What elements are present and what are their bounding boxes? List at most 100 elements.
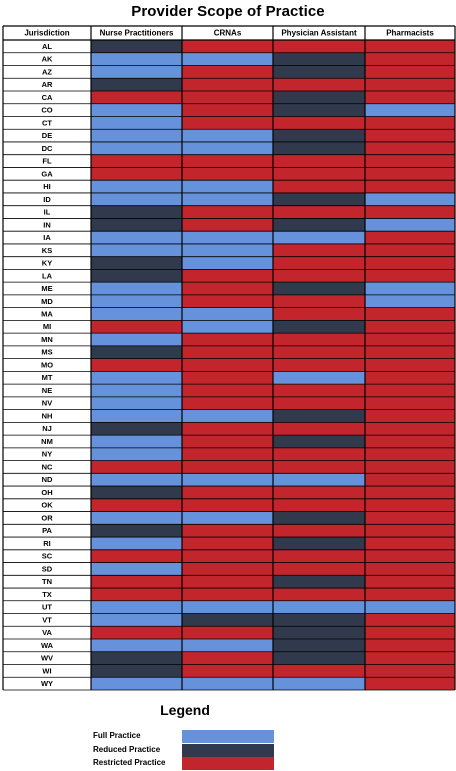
jurisdiction-label-oh: OH (41, 488, 52, 497)
cell-ma-2 (182, 307, 273, 321)
cell-nv-3 (273, 396, 365, 410)
cell-az-1 (91, 65, 182, 79)
cell-ri-1 (91, 537, 182, 550)
cell-ne-1 (91, 384, 182, 397)
cell-nc-2 (182, 460, 273, 474)
cell-tx-4 (365, 588, 455, 601)
cell-ma-4 (365, 307, 455, 321)
cell-oh-2 (182, 486, 273, 499)
cell-nc-1 (91, 460, 182, 474)
cell-ms-1 (91, 345, 182, 359)
cell-id-2 (182, 192, 273, 206)
cell-de-4 (365, 129, 455, 142)
cell-nm-4 (365, 435, 455, 448)
jurisdiction-label-me: ME (41, 284, 52, 293)
cell-wi-1 (91, 664, 182, 678)
jurisdiction-label-dc: DC (42, 144, 53, 153)
cell-ok-1 (91, 498, 182, 512)
legend-title: Legend (160, 702, 210, 718)
header-crnas: CRNAs (214, 29, 242, 38)
cell-ar-2 (182, 78, 273, 91)
jurisdiction-label-nc: NC (42, 462, 53, 471)
cell-sc-4 (365, 549, 455, 563)
cell-al-4 (365, 40, 455, 53)
header-nurse-practitioners: Nurse Practitioners (100, 29, 174, 38)
cell-ma-3 (273, 307, 365, 321)
jurisdiction-label-ok: OK (41, 501, 53, 510)
cell-tn-2 (182, 575, 273, 589)
cell-mt-4 (365, 371, 455, 385)
cell-ut-2 (182, 600, 273, 614)
cell-fl-2 (182, 154, 273, 168)
jurisdiction-label-ks: KS (42, 246, 52, 255)
cell-in-3 (273, 218, 365, 232)
cell-il-3 (273, 205, 365, 219)
cell-wi-3 (273, 664, 365, 678)
jurisdiction-label-ak: AK (42, 55, 53, 64)
cell-vt-4 (365, 613, 455, 627)
cell-nj-4 (365, 422, 455, 436)
header-physician-assistant: Physician Assistant (281, 29, 357, 38)
cell-nh-3 (273, 409, 365, 423)
cell-la-1 (91, 269, 182, 283)
jurisdiction-label-nd: ND (42, 475, 53, 484)
cell-ny-2 (182, 447, 273, 461)
cell-ri-4 (365, 537, 455, 550)
jurisdiction-label-ga: GA (41, 169, 53, 178)
jurisdiction-label-ne: NE (42, 386, 52, 395)
cell-id-3 (273, 192, 365, 206)
cell-ut-1 (91, 600, 182, 614)
cell-ne-3 (273, 384, 365, 397)
cell-ks-4 (365, 243, 455, 257)
cell-wv-3 (273, 651, 365, 665)
jurisdiction-label-pa: PA (42, 526, 52, 535)
cell-md-1 (91, 294, 182, 308)
cell-tn-1 (91, 575, 182, 589)
cell-mi-1 (91, 320, 182, 334)
cell-de-3 (273, 129, 365, 142)
cell-co-2 (182, 103, 273, 117)
cell-mn-4 (365, 333, 455, 346)
jurisdiction-label-de: DE (42, 131, 52, 140)
jurisdiction-label-va: VA (42, 628, 52, 637)
cell-sc-2 (182, 549, 273, 563)
legend-item-restricted: Restricted Practice (0, 757, 456, 770)
cell-md-3 (273, 294, 365, 308)
cell-ia-1 (91, 231, 182, 244)
jurisdiction-label-md: MD (41, 297, 53, 306)
cell-nv-1 (91, 396, 182, 410)
cell-ok-3 (273, 498, 365, 512)
cell-tx-3 (273, 588, 365, 601)
cell-ri-3 (273, 537, 365, 550)
cell-mt-1 (91, 371, 182, 385)
jurisdiction-label-mo: MO (41, 360, 53, 369)
cell-fl-3 (273, 154, 365, 168)
cell-me-4 (365, 282, 455, 295)
cell-oh-3 (273, 486, 365, 499)
cell-ne-4 (365, 384, 455, 397)
cell-wy-4 (365, 677, 455, 690)
cell-md-4 (365, 294, 455, 308)
cell-ga-1 (91, 167, 182, 181)
cell-nm-3 (273, 435, 365, 448)
cell-ca-4 (365, 90, 455, 104)
jurisdiction-label-or: OR (41, 513, 53, 522)
legend-swatch-full (182, 730, 274, 743)
cell-in-1 (91, 218, 182, 232)
cell-sd-2 (182, 562, 273, 576)
cell-ny-3 (273, 447, 365, 461)
cell-or-2 (182, 511, 273, 525)
jurisdiction-label-fl: FL (42, 157, 52, 166)
cell-ky-4 (365, 256, 455, 270)
cell-pa-4 (365, 524, 455, 538)
cell-wv-2 (182, 651, 273, 665)
cell-me-1 (91, 282, 182, 295)
jurisdiction-label-il: IL (44, 208, 51, 217)
cell-ar-1 (91, 78, 182, 91)
cell-in-2 (182, 218, 273, 232)
cell-nd-3 (273, 473, 365, 487)
cell-sc-3 (273, 549, 365, 563)
cell-ma-1 (91, 307, 182, 321)
cell-al-2 (182, 40, 273, 53)
cell-dc-4 (365, 141, 455, 155)
